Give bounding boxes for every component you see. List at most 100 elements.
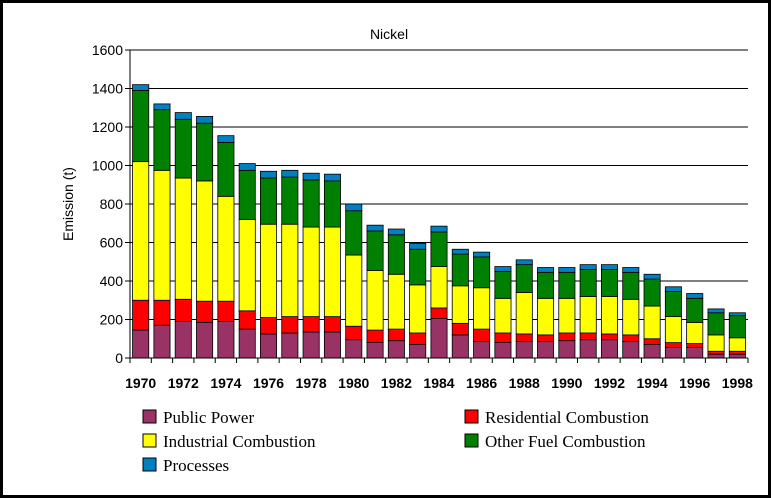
bar-segment-industrial-combustion [196, 180, 214, 302]
bar-segment-processes [537, 267, 555, 273]
bar-segment-industrial-combustion [323, 226, 341, 318]
bar-segment-public-power [558, 340, 576, 359]
bar-segment-residential-combustion [558, 332, 576, 342]
y-axis-label: Emission (t) [60, 167, 76, 241]
bar-segment-industrial-combustion [600, 295, 618, 335]
bar-segment-industrial-combustion [387, 273, 405, 330]
bar-segment-industrial-combustion [174, 177, 192, 300]
y-tick-label: 800 [100, 196, 124, 212]
bar-segment-public-power [387, 340, 405, 359]
bar-segment-industrial-combustion [707, 334, 725, 352]
bar-segment-other-fuel-combustion [302, 179, 320, 228]
bar-segment-public-power [473, 341, 491, 359]
bar-segment-residential-combustion [515, 333, 533, 343]
nickel-emission-chart: 0 200 400 600 800 1000 1200 1400 1600 1970 1972 197… [60, 26, 753, 475]
bar-segment-public-power [281, 332, 299, 359]
bar-segment-residential-combustion [323, 316, 341, 333]
bar-segment-other-fuel-combustion [323, 180, 341, 228]
bar-segment-processes [664, 286, 682, 292]
bar-segment-other-fuel-combustion [345, 210, 363, 256]
bar-segment-processes [217, 135, 235, 143]
bar-segment-processes [302, 172, 320, 181]
bar-segment-processes [366, 224, 384, 232]
legend-label: Other Fuel Combustion [485, 432, 646, 451]
x-tick-label: 1970 [125, 375, 156, 391]
bar-segment-residential-combustion [494, 332, 512, 344]
bar-segment-processes [196, 116, 214, 124]
bar-segment-public-power [707, 353, 725, 359]
bar-segment-processes [558, 267, 576, 273]
x-tick-label: 1996 [679, 375, 710, 391]
bar-segment-processes [260, 170, 278, 179]
bar-segment-residential-combustion [260, 317, 278, 335]
axes [129, 50, 749, 363]
bar-segment-other-fuel-combustion [473, 256, 491, 289]
y-tick-label: 600 [100, 235, 124, 251]
y-tick-label: 400 [100, 273, 124, 289]
x-tick-label: 1994 [637, 375, 668, 391]
y-tick-label: 200 [100, 312, 124, 328]
y-tick-label: 0 [115, 350, 123, 366]
bar-segment-processes [686, 293, 704, 299]
x-tick-label: 1972 [168, 375, 199, 391]
bar-segment-industrial-combustion [515, 292, 533, 335]
bar-segment-industrial-combustion [153, 169, 171, 301]
bar-segment-industrial-combustion [238, 218, 256, 312]
bar-segment-industrial-combustion [643, 305, 661, 340]
bar-segment-residential-combustion [174, 298, 192, 322]
bar-segment-industrial-combustion [686, 321, 704, 344]
bar-segment-other-fuel-combustion [451, 253, 469, 287]
bar-segment-public-power [664, 347, 682, 359]
bar-segment-other-fuel-combustion [515, 264, 533, 293]
bar-segment-public-power [260, 333, 278, 359]
bar-segment-public-power [686, 347, 704, 359]
legend-label: Processes [163, 456, 229, 475]
bar-segment-processes [473, 251, 491, 258]
bar-segment-other-fuel-combustion [366, 230, 384, 271]
bar-segment-public-power [430, 318, 448, 359]
bar-segment-processes [515, 259, 533, 266]
bar-segment-processes [707, 308, 725, 314]
bar-segment-public-power [238, 328, 256, 359]
bar-segment-other-fuel-combustion [579, 269, 597, 297]
bar-segment-public-power [345, 339, 363, 359]
bar-segment-industrial-combustion [132, 161, 150, 301]
bar-segment-residential-combustion [600, 333, 618, 341]
bar-segment-industrial-combustion [579, 295, 597, 334]
y-tick-label: 1400 [92, 81, 123, 97]
bar-segment-industrial-combustion [622, 298, 640, 336]
bar-segment-industrial-combustion [302, 226, 320, 318]
bar-segment-residential-combustion [686, 343, 704, 348]
bar-segment-residential-combustion [409, 332, 427, 345]
bar-segment-industrial-combustion [260, 223, 278, 318]
bar-segment-residential-combustion [537, 334, 555, 343]
legend-label: Industrial Combustion [163, 432, 316, 451]
bar-segment-processes [622, 267, 640, 273]
chart-title: Nickel [370, 26, 408, 42]
bar-segment-other-fuel-combustion [174, 118, 192, 179]
legend-label: Public Power [163, 408, 254, 427]
bar-segment-industrial-combustion [664, 316, 682, 343]
bar-segment-processes [579, 264, 597, 270]
bar-segment-processes [345, 203, 363, 212]
x-tick-label: 1998 [722, 375, 753, 391]
y-tick-label: 1000 [92, 158, 123, 174]
bar-segment-other-fuel-combustion [494, 270, 512, 299]
bar-segment-other-fuel-combustion [153, 109, 171, 171]
bar-segment-other-fuel-combustion [238, 169, 256, 220]
bar-segment-industrial-combustion [537, 297, 555, 336]
y-tick-label: 1600 [92, 42, 123, 58]
legend-swatch [142, 457, 157, 472]
legend-swatch [142, 433, 157, 448]
bar-segment-other-fuel-combustion [217, 141, 235, 197]
bar-segment-residential-combustion [387, 328, 405, 342]
bar-segment-residential-combustion [153, 299, 171, 326]
bar-segment-residential-combustion [345, 325, 363, 341]
legend-swatch [464, 409, 479, 424]
bar-segment-processes [409, 243, 427, 250]
bar-segment-processes [387, 228, 405, 236]
bar-segment-processes [174, 112, 192, 120]
bar-segment-residential-combustion [132, 299, 150, 331]
bar-segment-industrial-combustion [345, 254, 363, 327]
